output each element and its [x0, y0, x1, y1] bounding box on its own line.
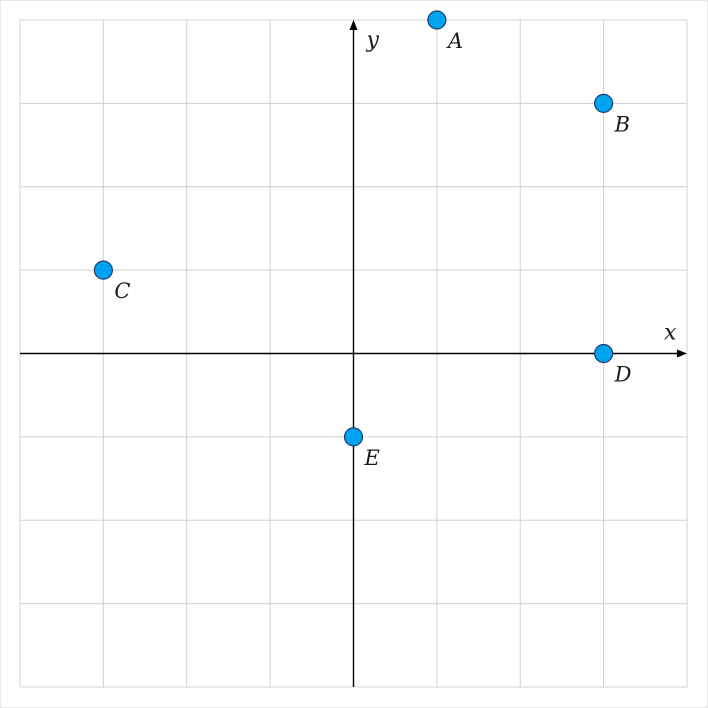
point-label: C	[114, 279, 130, 303]
x-axis-label: x	[664, 321, 677, 346]
points: A B C D E	[93, 10, 632, 470]
point-e: E	[343, 427, 380, 470]
point-label: E	[364, 446, 380, 470]
point-label: B	[614, 112, 630, 136]
point-label: A	[446, 29, 463, 53]
point-marker	[594, 93, 614, 113]
point-marker	[427, 10, 447, 30]
point-marker	[343, 427, 364, 447]
axes: x y	[20, 20, 687, 687]
point-a: A	[427, 10, 463, 53]
point-label: D	[614, 363, 632, 387]
point-d: D	[594, 343, 632, 387]
y-axis-label: y	[366, 28, 380, 53]
y-axis-arrowhead	[349, 20, 358, 30]
point-marker	[594, 343, 614, 364]
point-c: C	[93, 260, 130, 303]
point-marker	[93, 260, 113, 280]
x-axis-arrowhead	[677, 349, 687, 358]
point-b: B	[594, 93, 630, 136]
